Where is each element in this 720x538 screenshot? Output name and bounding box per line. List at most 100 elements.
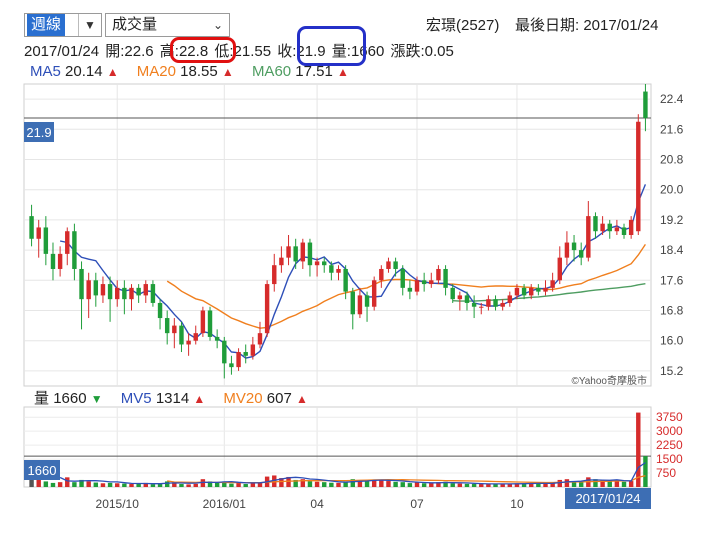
candle-body bbox=[357, 295, 363, 315]
candle-body bbox=[621, 227, 627, 235]
period-select[interactable]: 週線 ▼ bbox=[24, 13, 102, 37]
volume-bar bbox=[614, 480, 620, 487]
ma-lines bbox=[59, 184, 647, 359]
volume-bar bbox=[129, 484, 134, 487]
volume-bar bbox=[379, 479, 384, 487]
volume-bar bbox=[200, 479, 206, 487]
volume-grid bbox=[24, 416, 651, 474]
volume-panel-frame bbox=[23, 406, 652, 488]
candle-body bbox=[50, 253, 56, 269]
volume-bar bbox=[329, 482, 334, 487]
quote-change: 漲跌:0.05 bbox=[390, 43, 454, 60]
candle-body bbox=[107, 284, 113, 300]
volume-bar bbox=[243, 484, 248, 487]
volume-bar bbox=[543, 483, 548, 487]
volume-bar bbox=[279, 478, 284, 487]
candle-body bbox=[571, 242, 577, 251]
candle-body bbox=[93, 280, 99, 296]
quote-open: 開:22.6 bbox=[105, 43, 154, 60]
date-tick-label: 04 bbox=[310, 497, 324, 511]
volume-bar bbox=[357, 480, 363, 487]
price-tick-label: 16.8 bbox=[660, 304, 684, 318]
candle-body bbox=[157, 302, 163, 319]
candle-body bbox=[186, 340, 191, 345]
price-tick-label: 18.4 bbox=[660, 243, 684, 257]
indicator-select[interactable]: 成交量 ⌄ bbox=[105, 13, 230, 37]
mv5-line bbox=[59, 462, 646, 485]
candle-body bbox=[29, 216, 34, 239]
candle-body bbox=[100, 284, 106, 296]
candle-body bbox=[150, 284, 156, 303]
price-tick-label: 15.2 bbox=[660, 364, 684, 378]
candle-body bbox=[443, 268, 448, 288]
date-axis: 2015/10 2016/01 04 07 10 bbox=[96, 497, 524, 511]
date-tick-label: 07 bbox=[410, 497, 424, 511]
candle-body bbox=[329, 265, 334, 273]
candle-body bbox=[507, 295, 513, 303]
volume-bar bbox=[536, 483, 541, 487]
candle-body bbox=[607, 223, 612, 232]
volume-tick-label: 1500 bbox=[656, 452, 683, 466]
volume-bar bbox=[407, 483, 413, 487]
volume-bar bbox=[593, 479, 598, 487]
candle-body bbox=[379, 268, 384, 281]
price-tick-label: 17.6 bbox=[660, 273, 684, 287]
price-panel-frame bbox=[23, 83, 652, 387]
candle-body bbox=[536, 287, 541, 292]
volume-bar bbox=[564, 479, 570, 487]
volume-bar bbox=[571, 481, 577, 487]
volume-bar bbox=[371, 479, 377, 487]
volume-bar bbox=[222, 481, 227, 487]
date-tick-label: 10 bbox=[510, 497, 524, 511]
price-tick-label: 20.8 bbox=[660, 153, 684, 167]
candle-body bbox=[614, 227, 620, 232]
candle-body bbox=[122, 287, 127, 300]
candle-body bbox=[643, 91, 648, 118]
volume-bar bbox=[286, 476, 291, 487]
volume-bar bbox=[450, 483, 455, 487]
volume-bar bbox=[322, 482, 327, 487]
candle-body bbox=[307, 242, 313, 266]
candle-body bbox=[164, 318, 170, 334]
volume-bar bbox=[393, 481, 398, 487]
candle-body bbox=[72, 231, 77, 269]
volume-tick-label: 3000 bbox=[656, 424, 683, 438]
volume-bar bbox=[36, 479, 41, 487]
volume-bar bbox=[143, 482, 148, 487]
price-badge bbox=[24, 122, 54, 142]
volume-bar bbox=[257, 482, 263, 487]
candle-body bbox=[222, 340, 227, 364]
candle-body bbox=[421, 280, 427, 285]
candle-body bbox=[350, 291, 355, 315]
volume-bar bbox=[493, 484, 498, 487]
volume-bar bbox=[514, 483, 520, 487]
volume-bar bbox=[157, 483, 163, 487]
volume-bar bbox=[193, 483, 198, 487]
candle-body bbox=[564, 242, 570, 258]
ma20-legend: MA20 18.55 ▲ bbox=[136, 63, 234, 80]
volume-bar bbox=[86, 481, 91, 487]
candle-body bbox=[200, 310, 206, 334]
volume-bar bbox=[72, 482, 77, 487]
candle-body bbox=[514, 287, 520, 296]
price-tick-label: 20.0 bbox=[660, 183, 684, 197]
volume-tick-label: 2250 bbox=[656, 438, 683, 452]
volume-bar bbox=[293, 479, 298, 487]
mv20-legend: MV20 607 ▲ bbox=[223, 390, 308, 407]
chevron-down-icon: ⌄ bbox=[212, 18, 224, 32]
volume-bar bbox=[164, 481, 170, 487]
ma-legend: MA5 20.14 ▲ MA20 18.55 ▲ MA60 17.51 ▲ bbox=[30, 63, 363, 80]
volume-bar bbox=[486, 483, 491, 487]
ma60-legend: MA60 17.51 ▲ bbox=[251, 63, 349, 80]
candle-body bbox=[500, 302, 505, 307]
candle-body bbox=[371, 280, 377, 307]
volume-badge bbox=[24, 460, 60, 480]
candle-body bbox=[414, 280, 420, 292]
candle-body bbox=[36, 227, 41, 239]
candle-body bbox=[593, 216, 598, 232]
volume-bar bbox=[607, 481, 612, 487]
candle-body bbox=[464, 295, 470, 303]
quote-close: 收:21.9 bbox=[277, 43, 326, 60]
volume-value: 量 1660 ▼ bbox=[34, 390, 103, 407]
